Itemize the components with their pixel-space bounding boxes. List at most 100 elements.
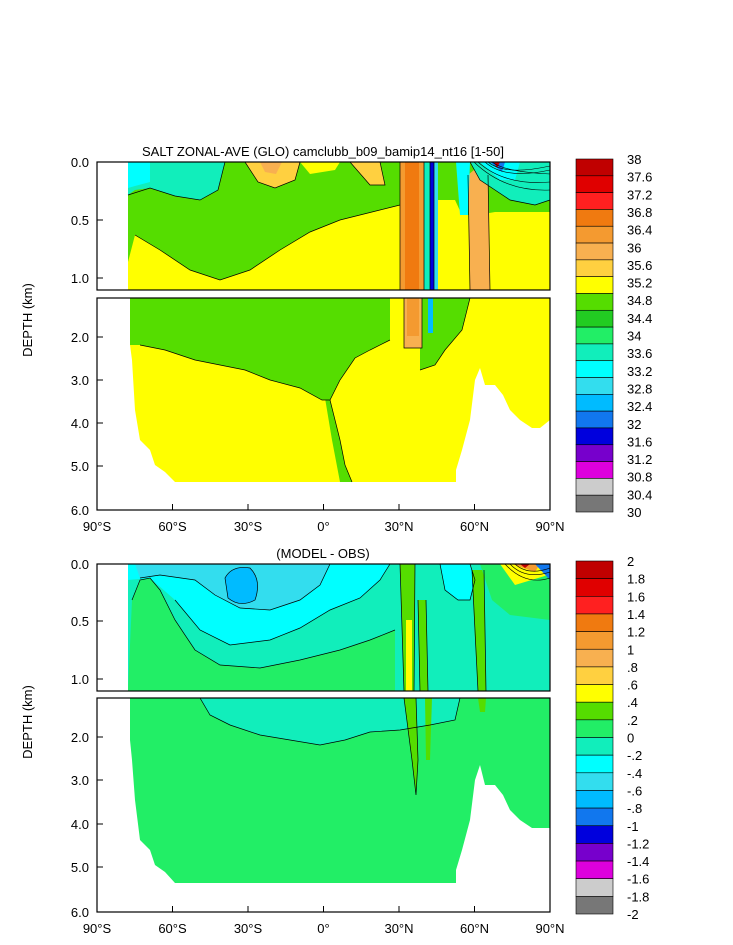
- panel1-upper-field: [97, 162, 550, 290]
- p2-ytick-4: 3.0: [71, 773, 89, 788]
- p1-xtick-5: 60°N: [460, 519, 489, 534]
- p1-xtick-6: 90°N: [535, 519, 564, 534]
- p1-ytick-2: 1.0: [71, 271, 89, 286]
- panel2-ylabel: DEPTH (km): [20, 685, 35, 759]
- colorbar-swatch: [575, 192, 614, 210]
- colorbar-swatch: [575, 701, 614, 721]
- colorbar-swatch: [575, 825, 614, 844]
- colorbar-swatch: [575, 175, 614, 193]
- p2-ytick-0: 0.0: [71, 557, 89, 572]
- panel2-colorbar: 21.81.61.41.21.8.6.4.20-.2-.4-.6-.8-1-1.…: [575, 554, 649, 922]
- colorbar-swatch: [575, 613, 614, 632]
- p1-ytick-0: 0.0: [71, 155, 89, 170]
- colorbar-swatch: [575, 896, 614, 915]
- colorbar-label: 34.8: [627, 293, 652, 308]
- colorbar-label: -1.8: [627, 889, 649, 904]
- colorbar-swatch: [575, 360, 614, 378]
- colorbar-label: -1.4: [627, 854, 649, 869]
- colorbar-label: 36.8: [627, 205, 652, 220]
- colorbar-label: 36.4: [627, 223, 652, 238]
- colorbar-swatch: [575, 648, 614, 668]
- p1-xtick-0: 90°S: [83, 519, 112, 534]
- colorbar-label: .2: [627, 713, 638, 728]
- colorbar-swatch: [575, 377, 614, 395]
- p1-xtick-3: 0°: [317, 519, 329, 534]
- colorbar-swatch: [575, 666, 614, 685]
- p2-xtick-3: 0°: [317, 921, 329, 936]
- p2-ytick-1: 0.5: [71, 614, 89, 629]
- colorbar-swatch: [575, 478, 614, 496]
- colorbar-label: .4: [627, 695, 638, 710]
- colorbar-swatch: [575, 719, 614, 738]
- panel2-lower-field: [97, 698, 550, 912]
- colorbar-swatch: [575, 684, 614, 703]
- colorbar-label: 30.8: [627, 470, 652, 485]
- p1-ytick-1: 0.5: [71, 213, 89, 228]
- p2-xtick-2: 30°S: [234, 921, 263, 936]
- colorbar-swatch: [575, 843, 614, 862]
- colorbar-label: 34: [627, 329, 641, 344]
- colorbar-swatch: [575, 560, 614, 579]
- colorbar-swatch: [575, 737, 614, 756]
- colorbar-swatch: [575, 209, 614, 227]
- colorbar-label: 1.2: [627, 625, 645, 640]
- p2-ytick-3: 2.0: [71, 730, 89, 745]
- colorbar-label: 32: [627, 417, 641, 432]
- colorbar-swatch: [575, 410, 614, 429]
- colorbar-swatch: [575, 860, 614, 879]
- p2-ytick-5: 4.0: [71, 817, 89, 832]
- colorbar-swatch: [575, 461, 614, 479]
- colorbar-label: -.6: [627, 783, 642, 798]
- p2-xtick-4: 30°N: [384, 921, 413, 936]
- colorbar-swatch: [575, 158, 614, 177]
- colorbar-swatch: [575, 578, 614, 597]
- colorbar-swatch: [575, 807, 614, 827]
- colorbar-label: 33.2: [627, 364, 652, 379]
- p1-ytick-5: 4.0: [71, 416, 89, 431]
- p2-ytick-7: 6.0: [71, 905, 89, 920]
- colorbar-label: 2: [627, 554, 634, 569]
- colorbar-swatch: [575, 595, 614, 615]
- colorbar-label: 37.6: [627, 170, 652, 185]
- colorbar-label: 1.8: [627, 572, 645, 587]
- panel1-lower-field: [97, 298, 550, 510]
- colorbar-label: 1.6: [627, 589, 645, 604]
- colorbar-swatch: [575, 225, 614, 244]
- colorbar-swatch: [575, 242, 614, 261]
- p2-xtick-6: 90°N: [535, 921, 564, 936]
- panel2-title: (MODEL - OBS): [276, 546, 369, 561]
- p2-ytick-2: 1.0: [71, 672, 89, 687]
- panel1-arctic-contours: [473, 162, 550, 191]
- colorbar-label: 32.4: [627, 399, 652, 414]
- colorbar-label: 1.4: [627, 607, 645, 622]
- panel2-upper-frame: [96, 563, 551, 692]
- colorbar-label: .8: [627, 660, 638, 675]
- colorbar-swatch: [575, 276, 614, 294]
- panel2-contours: [131, 564, 487, 796]
- colorbar-label: -1: [627, 819, 639, 834]
- colorbar-label: 30.4: [627, 487, 652, 502]
- colorbar-swatch: [575, 790, 614, 809]
- panel1-ylabel: DEPTH (km): [20, 283, 35, 357]
- p1-xtick-2: 30°S: [234, 519, 263, 534]
- colorbar-swatch: [575, 631, 614, 650]
- colorbar-label: 38: [627, 152, 641, 167]
- colorbar-label: -.4: [627, 766, 642, 781]
- p1-ytick-4: 3.0: [71, 373, 89, 388]
- panel1-upper-frame: [96, 161, 551, 291]
- colorbar-swatch: [575, 309, 614, 328]
- colorbar-swatch: [575, 427, 614, 446]
- colorbar-swatch: [575, 293, 614, 311]
- colorbar-swatch: [575, 444, 614, 462]
- colorbar-label: 34.4: [627, 311, 652, 326]
- panel2-upper-field: [97, 564, 550, 691]
- panel1-title: SALT ZONAL-AVE (GLO) camclubb_b09_bamip1…: [142, 144, 504, 159]
- colorbar-label: 31.6: [627, 434, 652, 449]
- colorbar-label: 35.2: [627, 276, 652, 291]
- colorbar-label: -1.6: [627, 872, 649, 887]
- colorbar-label: 31.2: [627, 452, 652, 467]
- colorbar-label: -1.2: [627, 836, 649, 851]
- colorbar-label: 32.8: [627, 381, 652, 396]
- colorbar-label: 33.6: [627, 346, 652, 361]
